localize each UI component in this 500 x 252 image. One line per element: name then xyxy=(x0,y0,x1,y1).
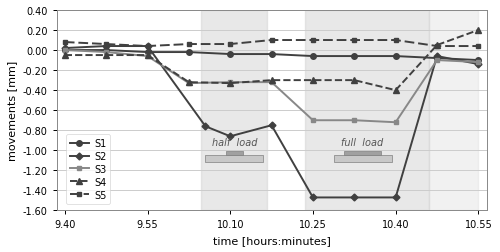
S4 xyxy=(186,81,192,84)
S1 xyxy=(476,59,482,62)
Bar xyxy=(202,11,268,211)
Line: S1: S1 xyxy=(62,48,481,64)
Line: S4: S4 xyxy=(62,28,482,94)
S2 xyxy=(103,45,109,48)
Text: full  load: full load xyxy=(342,138,384,148)
S5 xyxy=(434,45,440,48)
S2 xyxy=(144,45,150,48)
S5 xyxy=(227,43,233,46)
S1 xyxy=(310,55,316,58)
S4 xyxy=(62,54,68,57)
Line: S3: S3 xyxy=(62,48,481,125)
S1 xyxy=(392,55,398,58)
S4 xyxy=(392,89,398,92)
S1 xyxy=(268,53,274,56)
S3 xyxy=(268,81,274,84)
FancyBboxPatch shape xyxy=(334,156,392,163)
S5 xyxy=(268,39,274,42)
S3 xyxy=(144,55,150,58)
S3 xyxy=(392,121,398,124)
S1 xyxy=(103,49,109,52)
S3 xyxy=(227,81,233,84)
S4 xyxy=(227,82,233,85)
S5 xyxy=(103,43,109,46)
S1 xyxy=(227,53,233,56)
FancyBboxPatch shape xyxy=(226,151,242,156)
FancyBboxPatch shape xyxy=(344,151,381,156)
Line: S5: S5 xyxy=(62,39,481,49)
S2 xyxy=(352,196,358,199)
Bar xyxy=(304,11,428,211)
X-axis label: time [hours:minutes]: time [hours:minutes] xyxy=(212,235,330,245)
S2 xyxy=(268,124,274,127)
S1 xyxy=(144,51,150,54)
S4 xyxy=(434,44,440,47)
S4 xyxy=(352,79,358,82)
S4 xyxy=(310,79,316,82)
S5 xyxy=(62,41,68,44)
S2 xyxy=(434,55,440,58)
S5 xyxy=(144,45,150,48)
S2 xyxy=(476,63,482,66)
S2 xyxy=(202,125,208,128)
Line: S2: S2 xyxy=(62,44,481,200)
Bar xyxy=(428,11,478,211)
S2 xyxy=(310,196,316,199)
S2 xyxy=(227,135,233,138)
S1 xyxy=(186,51,192,54)
S2 xyxy=(62,47,68,50)
S2 xyxy=(392,196,398,199)
S1 xyxy=(62,49,68,52)
S5 xyxy=(352,39,358,42)
Y-axis label: movements [mm]: movements [mm] xyxy=(7,61,17,161)
S4 xyxy=(268,79,274,82)
S4 xyxy=(476,29,482,33)
S3 xyxy=(186,82,192,85)
S5 xyxy=(186,43,192,46)
S4 xyxy=(144,54,150,57)
FancyBboxPatch shape xyxy=(206,156,264,163)
S3 xyxy=(434,59,440,62)
S3 xyxy=(352,119,358,122)
S5 xyxy=(392,39,398,42)
S5 xyxy=(476,45,482,48)
S5 xyxy=(310,39,316,42)
S3 xyxy=(103,51,109,54)
S1 xyxy=(352,55,358,58)
Text: half  load: half load xyxy=(212,138,257,148)
S3 xyxy=(62,49,68,52)
S3 xyxy=(310,119,316,122)
Legend: S1, S2, S3, S4, S5: S1, S2, S3, S4, S5 xyxy=(66,135,110,204)
S1 xyxy=(434,57,440,60)
S3 xyxy=(476,61,482,64)
S4 xyxy=(103,54,109,57)
